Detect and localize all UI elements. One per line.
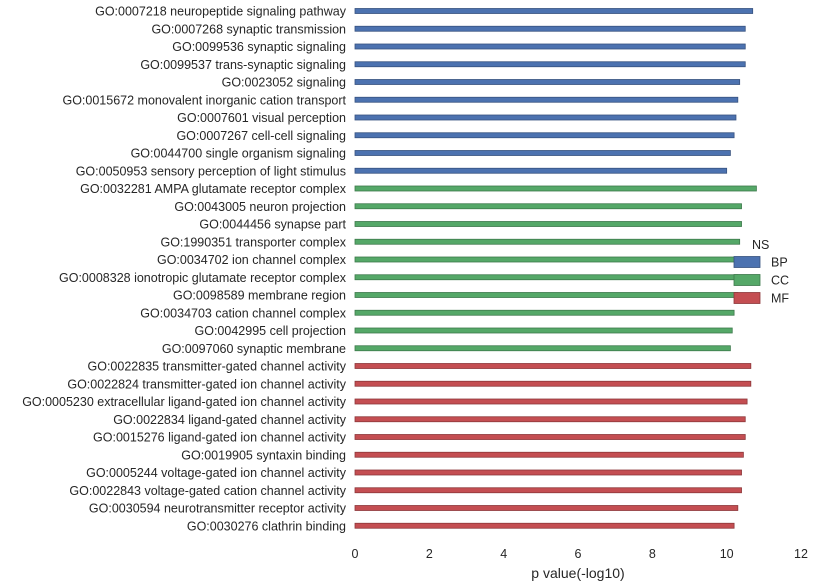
bar xyxy=(354,185,757,192)
category-label: GO:0030276 clathrin binding xyxy=(187,519,346,533)
category-label: GO:1990351 transporter complex xyxy=(160,235,346,249)
bar xyxy=(354,79,741,85)
bar xyxy=(354,150,731,156)
category-label: GO:0007218 neuropeptide signaling pathwa… xyxy=(95,5,347,19)
category-label: GO:0008328 ionotropic glutamate receptor… xyxy=(59,271,347,285)
legend-swatch xyxy=(733,274,761,286)
bar xyxy=(354,363,752,369)
category-label: GO:0099536 synaptic signaling xyxy=(172,40,346,54)
bar xyxy=(354,43,746,50)
legend-label: BP xyxy=(771,256,788,270)
category-label: GO:0022835 transmitter-gated channel act… xyxy=(88,360,347,374)
legend: NS BP CC MF xyxy=(733,238,789,306)
category-label: GO:0030594 neurotransmitter receptor act… xyxy=(89,502,347,516)
category-label: GO:0007601 visual perception xyxy=(177,111,346,125)
category-label: GO:0050953 sensory perception of light s… xyxy=(76,164,346,178)
bar xyxy=(354,292,739,298)
bar xyxy=(354,8,754,14)
category-label: GO:0043005 neuron projection xyxy=(174,200,346,214)
x-tick-label: 2 xyxy=(426,547,433,561)
legend-label: CC xyxy=(771,274,789,288)
category-label: GO:0099537 trans-synaptic signaling xyxy=(140,58,346,72)
bar xyxy=(354,25,746,32)
bar xyxy=(354,522,735,529)
bar xyxy=(354,274,739,281)
legend-label: MF xyxy=(771,292,789,306)
category-label: GO:0015672 monovalent inorganic cation t… xyxy=(62,93,346,107)
bar xyxy=(354,238,741,245)
bar xyxy=(354,221,742,227)
x-tick-label: 6 xyxy=(575,547,582,561)
legend-swatch xyxy=(733,256,761,268)
bars-layer xyxy=(354,8,757,529)
x-tick-label: 12 xyxy=(794,547,808,561)
bar xyxy=(354,398,748,405)
category-label: GO:0022834 ligand-gated channel activity xyxy=(113,413,347,427)
category-label: GO:0097060 synaptic membrane xyxy=(162,342,346,356)
category-label: GO:0007268 synaptic transmission xyxy=(151,22,346,36)
bar xyxy=(354,256,739,263)
category-label: GO:0022824 transmitter-gated ion channel… xyxy=(67,377,346,391)
category-label: GO:0042995 cell projection xyxy=(195,324,347,338)
bar xyxy=(354,327,733,334)
category-label: GO:0034702 ion channel complex xyxy=(157,253,347,267)
category-label: GO:0034703 cation channel complex xyxy=(140,306,346,320)
bar xyxy=(354,451,744,458)
bar xyxy=(354,434,746,440)
bar xyxy=(354,203,742,210)
bar xyxy=(354,132,735,139)
bar xyxy=(354,167,728,174)
bar xyxy=(354,469,742,476)
category-label: GO:0005244 voltage-gated ion channel act… xyxy=(86,466,347,480)
bar xyxy=(354,114,737,121)
bar xyxy=(354,505,739,511)
bar xyxy=(354,96,739,103)
category-label: GO:0044700 single organism signaling xyxy=(131,147,346,161)
category-label: GO:0023052 signaling xyxy=(222,76,346,90)
bar xyxy=(354,416,746,423)
category-label: GO:0032281 AMPA glutamate receptor compl… xyxy=(80,182,347,196)
x-axis-label: p value(-log10) xyxy=(531,565,624,581)
category-label: GO:0098589 membrane region xyxy=(173,289,346,303)
x-axis-ticks: 0 2 4 6 8 10 12 xyxy=(352,547,808,561)
category-labels: GO:0007218 neuropeptide signaling pathwa… xyxy=(22,5,347,534)
x-tick-label: 8 xyxy=(649,547,656,561)
x-tick-label: 4 xyxy=(500,547,507,561)
category-label: GO:0019905 syntaxin binding xyxy=(181,448,346,462)
category-label: GO:0007267 cell-cell signaling xyxy=(176,129,346,143)
category-label: GO:0022843 voltage-gated cation channel … xyxy=(69,484,346,498)
legend-swatch xyxy=(733,292,761,304)
bar xyxy=(354,345,731,352)
bar xyxy=(354,487,742,494)
category-label: GO:0044456 synapse part xyxy=(199,218,346,232)
x-tick-label: 10 xyxy=(720,547,734,561)
category-label: GO:0015276 ligand-gated ion channel acti… xyxy=(93,431,347,445)
category-label: GO:0005230 extracellular ligand-gated io… xyxy=(22,395,347,409)
legend-title: NS xyxy=(752,238,769,252)
bar xyxy=(354,380,752,387)
bar xyxy=(354,309,735,316)
x-tick-label: 0 xyxy=(352,547,359,561)
bar xyxy=(354,61,746,68)
